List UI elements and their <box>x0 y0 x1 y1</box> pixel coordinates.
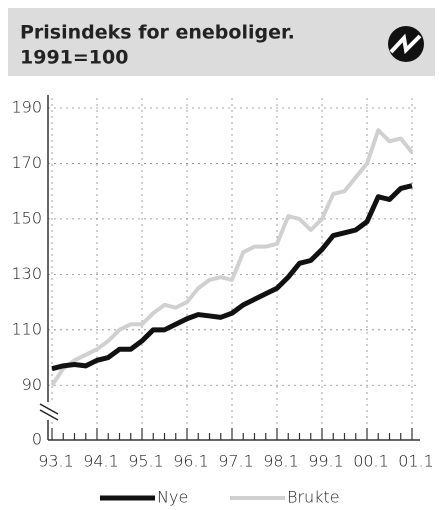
x-tick-label: 01.1 <box>398 452 434 471</box>
x-tick-label: 94.1 <box>83 452 119 471</box>
chart-title: Prisindeks for eneboliger. <box>20 22 295 44</box>
axis-break <box>39 409 59 421</box>
y-tick-label: 0 <box>32 430 42 449</box>
x-tick-label: 98.1 <box>263 452 299 471</box>
y-tick-label: 190 <box>11 98 42 117</box>
y-tick-label: 150 <box>11 208 42 227</box>
y-tick-label: 110 <box>11 319 42 338</box>
series-line <box>50 128 414 387</box>
y-tick-label: 170 <box>11 153 42 172</box>
series-line <box>51 183 413 372</box>
chart-subtitle: 1991=100 <box>20 47 128 69</box>
y-tick-label: 90 <box>22 375 42 394</box>
x-tick-label: 99.1 <box>308 452 344 471</box>
legend-label: Nye <box>157 488 188 507</box>
logo <box>388 26 424 62</box>
x-tick-label: 97.1 <box>218 452 254 471</box>
legend-label: Brukte <box>287 488 340 507</box>
x-tick-label: 95.1 <box>128 452 164 471</box>
x-tick-label: 93.1 <box>38 452 74 471</box>
x-tick-label: 96.1 <box>173 452 209 471</box>
title-box <box>8 8 435 76</box>
x-tick-label: 00.1 <box>353 452 389 471</box>
axis-break <box>39 403 59 415</box>
y-tick-label: 130 <box>11 264 42 283</box>
